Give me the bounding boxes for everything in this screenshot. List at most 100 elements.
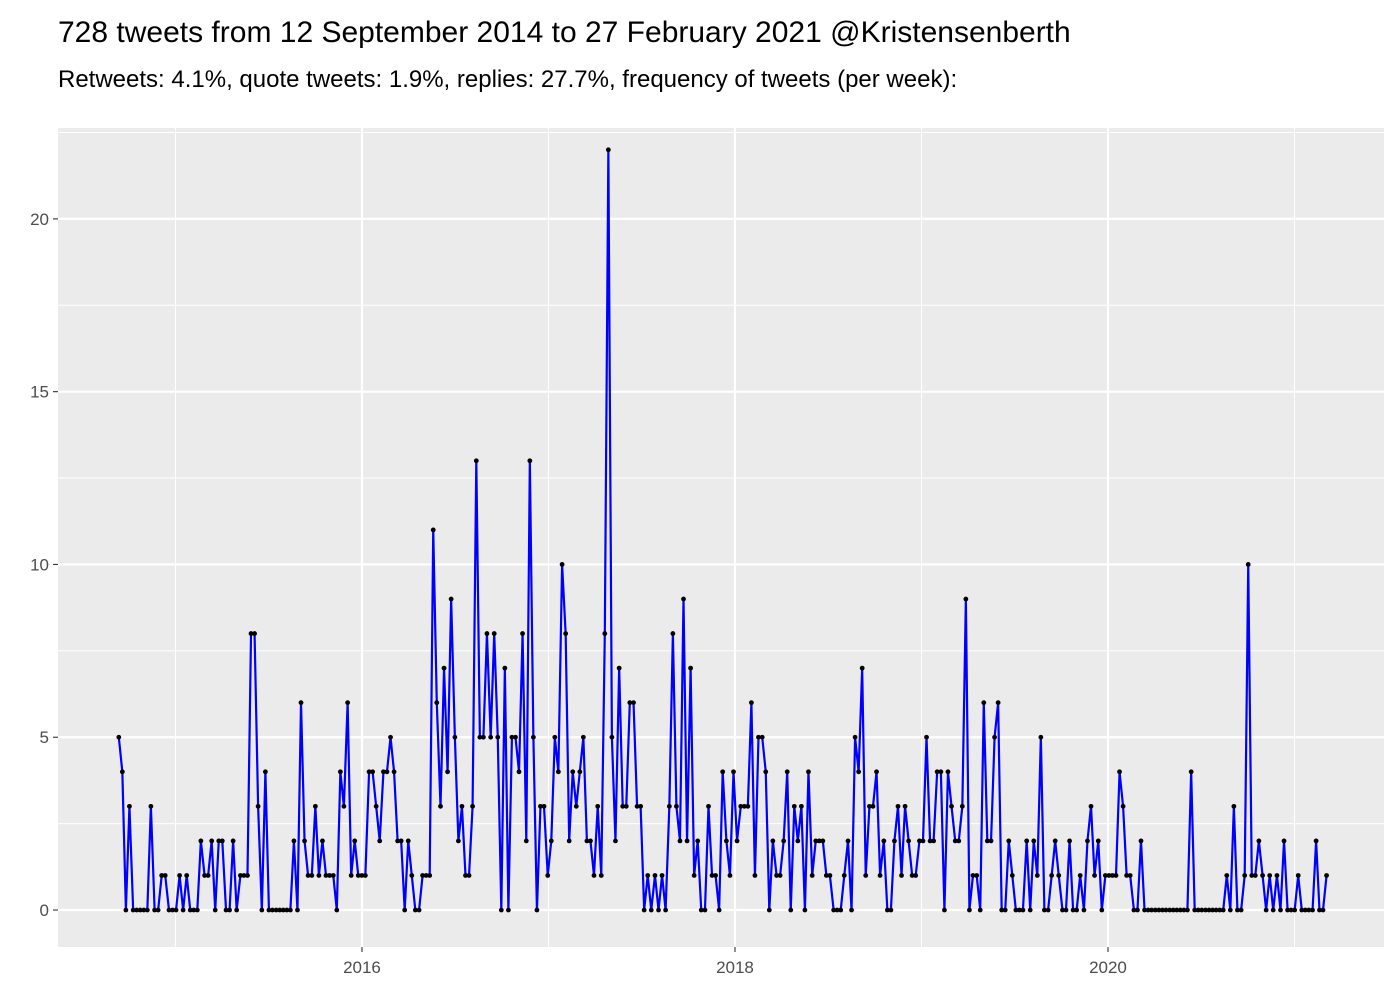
y-tick-label: 15 — [30, 383, 49, 402]
data-point — [1049, 873, 1055, 878]
data-point — [852, 734, 858, 740]
data-point — [641, 907, 647, 913]
data-point — [180, 907, 186, 913]
data-point — [1320, 907, 1326, 913]
data-point — [1317, 907, 1322, 913]
data-point — [1252, 873, 1258, 878]
data-point — [334, 907, 340, 913]
data-point — [788, 907, 794, 913]
data-point — [580, 734, 586, 740]
data-point — [127, 803, 132, 809]
data-point — [702, 907, 708, 913]
data-point — [959, 803, 965, 809]
data-point — [648, 907, 654, 913]
data-point — [1077, 873, 1083, 878]
data-point — [538, 803, 543, 809]
data-point — [1106, 873, 1112, 878]
data-point — [223, 907, 229, 913]
data-point — [134, 907, 140, 913]
data-point — [1124, 873, 1130, 878]
data-point — [438, 803, 443, 809]
data-point — [513, 734, 518, 740]
data-point — [370, 769, 376, 775]
data-point — [1142, 907, 1147, 913]
data-point — [863, 873, 869, 878]
data-point — [748, 700, 754, 706]
data-point — [391, 769, 397, 775]
data-point — [516, 769, 522, 775]
data-point — [545, 873, 551, 878]
data-point — [845, 838, 851, 844]
data-point — [909, 873, 915, 878]
data-point — [1016, 907, 1022, 913]
data-point — [552, 734, 558, 740]
data-point — [1227, 907, 1233, 913]
data-point — [1113, 873, 1119, 878]
data-point — [198, 838, 204, 844]
data-point — [563, 631, 569, 636]
data-point — [652, 873, 658, 878]
data-point — [359, 873, 365, 878]
data-point — [984, 838, 990, 844]
data-point — [1249, 873, 1255, 878]
data-point — [1149, 907, 1155, 913]
data-point — [798, 803, 804, 809]
data-point — [502, 665, 508, 671]
data-point — [505, 907, 511, 913]
data-point — [495, 734, 501, 740]
data-point — [1085, 838, 1090, 844]
data-point — [470, 803, 475, 809]
data-point — [1302, 907, 1308, 913]
data-point — [902, 803, 908, 809]
data-point — [1292, 907, 1298, 913]
data-point — [802, 907, 808, 913]
data-point — [752, 873, 758, 878]
data-point — [1081, 907, 1087, 913]
data-point — [598, 873, 604, 878]
data-point — [187, 907, 193, 913]
data-point — [395, 838, 401, 844]
data-point — [659, 873, 665, 878]
data-point — [988, 838, 994, 844]
data-point — [1263, 907, 1269, 913]
data-point — [373, 803, 379, 809]
data-point — [1278, 907, 1283, 913]
data-point — [473, 458, 479, 464]
data-point — [949, 803, 954, 809]
data-point — [892, 838, 897, 844]
data-point — [1127, 873, 1133, 878]
data-point — [434, 700, 440, 706]
data-point — [205, 873, 211, 878]
data-point — [674, 803, 679, 809]
data-point — [1092, 873, 1097, 878]
data-point — [466, 873, 472, 878]
data-point — [427, 873, 433, 878]
data-point — [184, 873, 190, 878]
data-point — [1156, 907, 1162, 913]
data-point — [1135, 907, 1140, 913]
data-point — [827, 873, 833, 878]
data-point — [337, 769, 343, 775]
data-point — [212, 907, 218, 913]
data-point — [1138, 838, 1144, 844]
data-point — [809, 873, 815, 878]
data-point — [620, 803, 626, 809]
data-point — [588, 838, 593, 844]
data-point — [405, 838, 411, 844]
x-tick-label: 2020 — [1089, 958, 1127, 977]
data-point — [1099, 907, 1105, 913]
data-point — [423, 873, 429, 878]
data-point — [759, 734, 765, 740]
data-point — [1267, 873, 1273, 878]
data-point — [884, 907, 890, 913]
data-point — [623, 803, 629, 809]
data-point — [348, 873, 354, 878]
data-point — [559, 562, 565, 567]
data-point — [1288, 907, 1294, 913]
data-point — [956, 838, 962, 844]
data-point — [1310, 907, 1315, 913]
data-point — [291, 838, 297, 844]
chart-title: 728 tweets from 12 September 2014 to 27 … — [58, 16, 1071, 49]
data-point — [813, 838, 819, 844]
